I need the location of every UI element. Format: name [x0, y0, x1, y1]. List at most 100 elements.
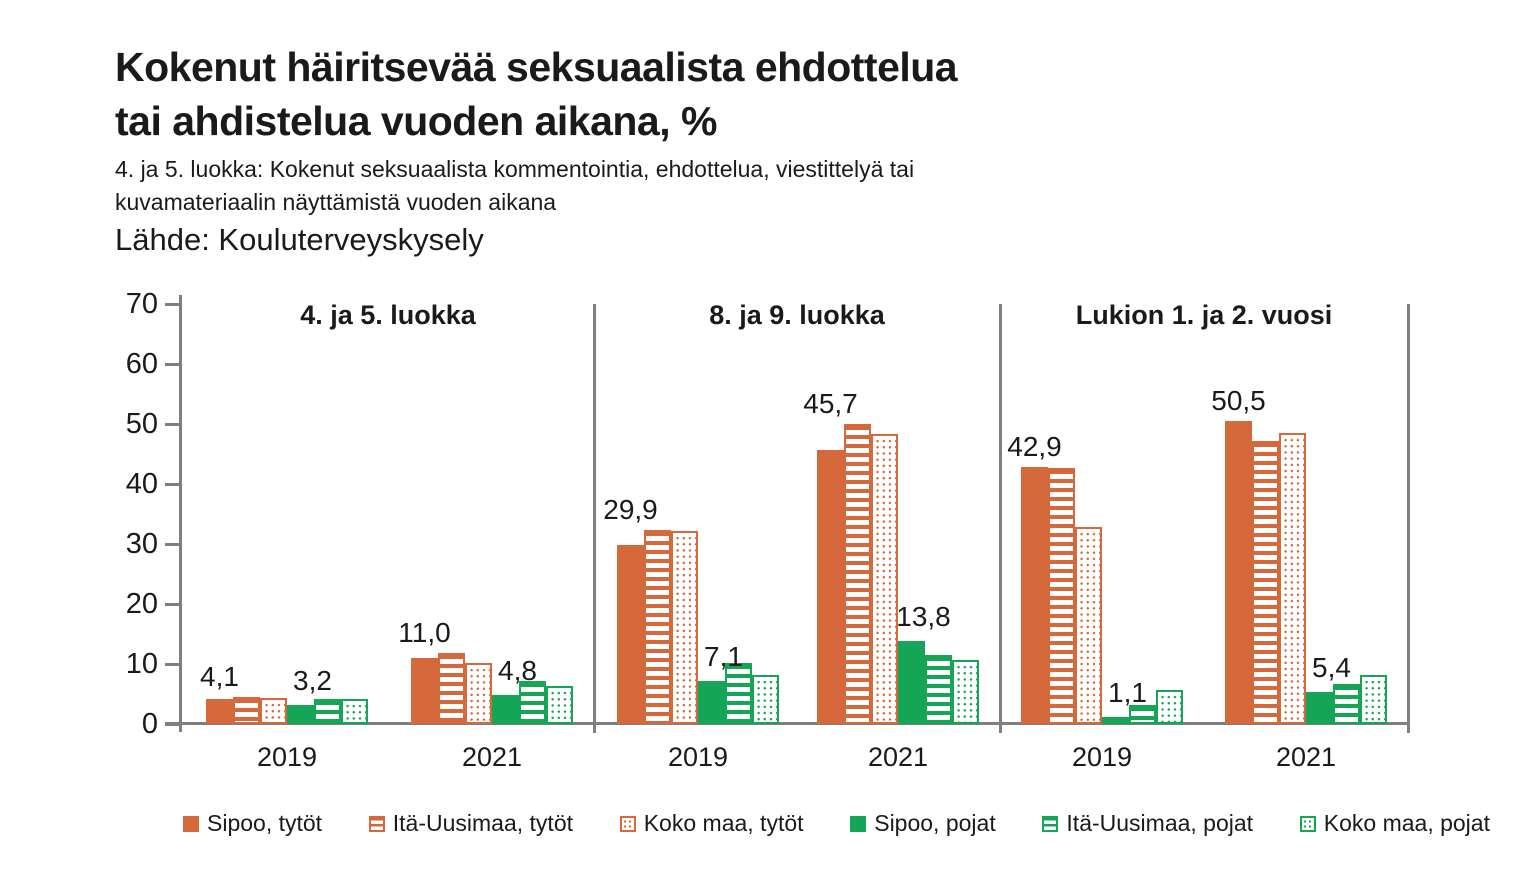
x-axis-line	[165, 722, 1408, 725]
bar-koko-maa-pojat	[341, 698, 368, 724]
y-axis-tick	[165, 362, 179, 366]
data-label-boys: 5,4	[1312, 651, 1351, 683]
bar-koko-maa-pojat	[546, 686, 573, 724]
chart-title: Kokenut häiritsevää seksuaalista ehdotte…	[115, 44, 958, 145]
y-axis-tick-label: 30	[125, 528, 158, 560]
y-axis-tick	[165, 722, 179, 726]
bar-ita-uusimaa-tytot	[1048, 468, 1075, 724]
bar-koko-maa-tytot	[1075, 526, 1102, 724]
legend-label: Itä-Uusimaa, pojat	[1066, 810, 1254, 836]
legend-item-sipoo-tytot: Sipoo, tytöt	[183, 810, 322, 837]
bar-sipoo-pojat	[898, 641, 925, 724]
bar-sipoo-tytot	[617, 544, 644, 724]
bar-koko-maa-pojat	[752, 675, 779, 724]
chart-source: Lähde: Kouluterveyskysely	[115, 222, 484, 257]
x-axis-label: 2019	[256, 742, 318, 772]
data-label-boys: 7,1	[704, 641, 743, 673]
bar-koko-maa-tytot	[465, 662, 492, 724]
legend-item-koko-maa-tytot: Koko maa, tytöt	[619, 810, 804, 837]
panel-title: 4. ja 5. luokka	[300, 300, 476, 330]
y-axis-tick	[165, 662, 179, 666]
data-label-girls: 50,5	[1211, 385, 1266, 416]
legend-swatch-solid-orange	[183, 815, 199, 832]
data-label-boys: 1,1	[1108, 677, 1147, 709]
y-axis-tick-label: 50	[125, 408, 158, 440]
bar-sipoo-pojat	[287, 704, 314, 724]
data-label-boys: 3,2	[293, 664, 332, 696]
x-axis-label: 2019	[1071, 742, 1133, 772]
y-axis-tick	[165, 542, 179, 546]
data-label-boys: 13,8	[896, 601, 951, 633]
bar-koko-maa-tytot	[260, 697, 287, 724]
x-axis-label: 2021	[867, 742, 929, 772]
bar-sipoo-pojat	[698, 681, 725, 724]
bar-ita-uusimaa-tytot	[438, 652, 465, 724]
legend-item-sipoo-pojat: Sipoo, pojat	[850, 810, 996, 837]
bar-koko-maa-pojat	[1156, 689, 1183, 724]
y-axis-tick	[165, 482, 179, 486]
legend-item-koko-maa-pojat: Koko maa, pojat	[1299, 810, 1490, 837]
panel-divider	[998, 304, 1002, 733]
y-axis-tick	[165, 602, 179, 606]
bar-sipoo-tytot	[1021, 466, 1048, 724]
legend-item-ita-uusimaa-tytot: Itä-Uusimaa, tytöt	[368, 810, 574, 837]
bar-sipoo-pojat	[1102, 717, 1129, 724]
legend-label: Koko maa, pojat	[1323, 810, 1490, 836]
y-axis-tick-label: 20	[125, 588, 158, 620]
bar-ita-uusimaa-tytot	[233, 697, 260, 724]
y-axis-tick-label: 0	[141, 708, 158, 740]
y-axis-tick-label: 60	[125, 348, 158, 380]
legend-swatch-dotted-green	[1299, 815, 1316, 832]
bar-koko-maa-tytot	[1279, 433, 1306, 724]
plot-area: 0 10 20 30 40 50 60 70 4. ja 5. luokka 2019 4,1 3,2…	[126, 288, 1410, 772]
legend-swatch-solid-green	[850, 815, 867, 832]
y-axis-tick-label: 10	[125, 648, 158, 680]
y-axis-tick-label: 40	[125, 468, 158, 500]
data-label-girls: 11,0	[398, 616, 451, 648]
bar-ita-uusimaa-pojat	[1129, 705, 1156, 724]
legend-label: Sipoo, tytöt	[207, 810, 323, 836]
legend-label: Sipoo, pojat	[874, 810, 996, 836]
data-label-girls: 45,7	[803, 388, 858, 419]
legend-item-ita-uusimaa-pojat: Itä-Uusimaa, pojat	[1042, 810, 1253, 837]
bar-sipoo-tytot	[817, 449, 844, 724]
bar-koko-maa-pojat	[1360, 675, 1387, 724]
data-label-girls: 4,1	[200, 661, 239, 692]
legend-label: Koko maa, tytöt	[643, 810, 804, 836]
bar-koko-maa-pojat	[952, 660, 979, 724]
bar-ita-uusimaa-tytot	[1252, 440, 1279, 724]
y-axis-tick-label: 70	[125, 288, 158, 320]
bar-sipoo-pojat	[1306, 691, 1333, 724]
bar-sipoo-pojat	[492, 695, 519, 724]
x-axis-label: 2021	[1275, 742, 1337, 772]
y-axis-tick	[165, 422, 179, 426]
y-axis-tick	[165, 302, 179, 306]
bar-ita-uusimaa-pojat	[1333, 684, 1360, 724]
data-label-girls: 42,9	[1007, 430, 1062, 462]
bar-sipoo-tytot	[1225, 421, 1252, 724]
bar-sipoo-tytot	[411, 658, 438, 724]
legend-swatch-striped-green	[1042, 815, 1059, 832]
bar-koko-maa-tytot	[671, 530, 698, 724]
y-axis-line	[179, 295, 182, 732]
panel-divider	[592, 304, 596, 733]
bar-koko-maa-tytot	[871, 434, 898, 724]
x-axis-label: 2021	[461, 742, 523, 772]
bar-ita-uusimaa-tytot	[844, 424, 871, 724]
data-label-boys: 4,8	[498, 655, 537, 687]
bar-ita-uusimaa-pojat	[725, 663, 752, 724]
panel-title: 8. ja 9. luokka	[709, 300, 885, 330]
bar-sipoo-tytot	[206, 699, 233, 724]
legend-swatch-striped-orange	[368, 815, 385, 832]
legend: Sipoo, tytöt Itä-Uusimaa, tytöt Koko maa, …	[183, 810, 1490, 837]
panel-title: Lukion 1. ja 2. vuosi	[1075, 300, 1333, 330]
bar-ita-uusimaa-tytot	[644, 529, 671, 724]
x-axis-label: 2019	[667, 742, 729, 772]
chart-subtitle: 4. ja 5. luokka: Kokenut seksuaalista ko…	[115, 156, 915, 216]
panel-divider	[1406, 304, 1410, 733]
bar-ita-uusimaa-pojat	[925, 655, 952, 724]
legend-swatch-dotted-orange	[619, 815, 636, 832]
legend-label: Itä-Uusimaa, tytöt	[392, 810, 574, 836]
bar-ita-uusimaa-pojat	[314, 699, 341, 724]
